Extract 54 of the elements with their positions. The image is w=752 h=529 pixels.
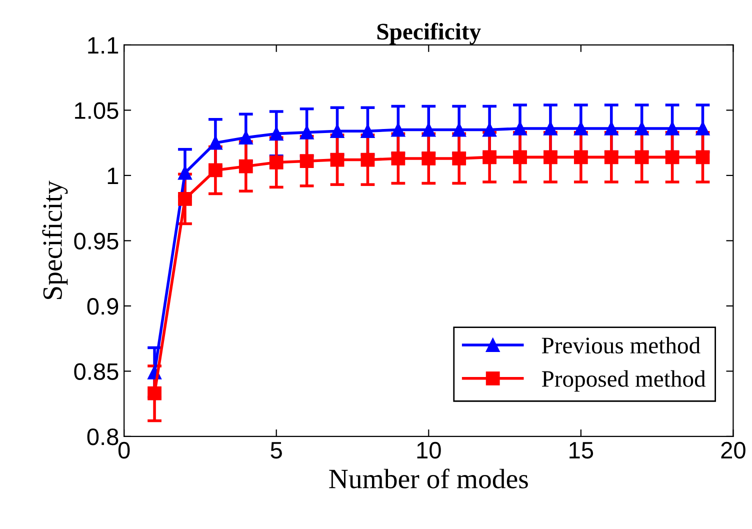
point [482, 122, 496, 137]
point [300, 125, 314, 140]
point [696, 150, 710, 164]
point [178, 166, 192, 180]
point [238, 130, 253, 145]
y-tick-label: 1 [108, 168, 118, 184]
point [300, 154, 314, 168]
point [544, 150, 558, 164]
point [513, 122, 527, 136]
x-axis-title: Number of modes [329, 468, 528, 488]
point [604, 122, 618, 136]
point [178, 192, 192, 206]
point [360, 152, 375, 167]
point [391, 152, 406, 166]
point [330, 124, 344, 138]
point [238, 159, 253, 174]
x-tick-label: 15 [570, 442, 594, 459]
y-axis-title: Specificity [42, 180, 68, 300]
y-tick-label: 0.9 [87, 298, 118, 315]
point [391, 122, 406, 137]
point [513, 150, 527, 164]
point [452, 152, 466, 166]
point [360, 124, 375, 138]
point [574, 122, 588, 136]
y-tick-label: 0.8 [87, 428, 118, 446]
x-tick-label: 10 [417, 442, 441, 459]
point [208, 136, 222, 150]
point [422, 122, 436, 137]
legend-label: Proposed method [542, 370, 706, 392]
x-tick-label: 20 [721, 442, 746, 459]
y-tick-label: 1.1 [88, 37, 118, 54]
point [604, 150, 618, 164]
y-tick-label: 0.85 [74, 363, 118, 380]
chart-title: Specificity [377, 22, 481, 45]
point [269, 155, 284, 170]
x-tick-label: 5 [270, 442, 282, 459]
point [452, 122, 466, 137]
point [696, 122, 710, 136]
y-tick-label: 1.05 [75, 102, 118, 119]
point [330, 152, 344, 167]
point [634, 122, 649, 136]
x-tick-label: 0 [118, 442, 130, 459]
legend-label: Previous method [542, 336, 700, 354]
point [665, 122, 680, 136]
point [269, 126, 284, 141]
point [208, 163, 222, 178]
point [482, 150, 496, 164]
point [422, 152, 436, 166]
y-tick-label: 0.95 [74, 232, 118, 250]
point [574, 150, 588, 164]
point [665, 150, 680, 164]
point [634, 150, 649, 164]
point [148, 386, 162, 400]
point [544, 122, 558, 136]
